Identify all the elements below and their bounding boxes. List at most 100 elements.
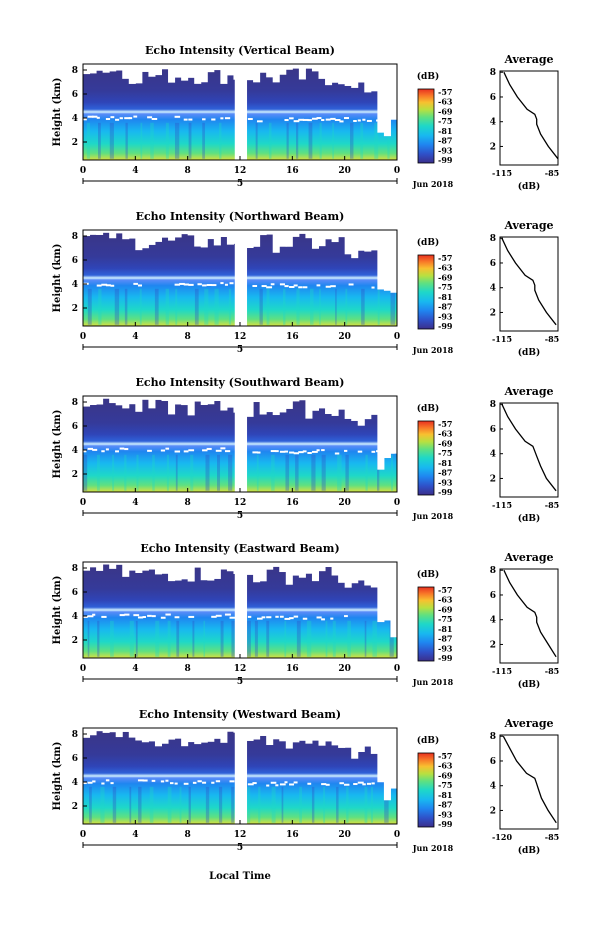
rain-streak [175, 454, 178, 491]
x-tick-label: 20 [338, 498, 351, 508]
colorbar-tick-label: -87 [438, 136, 452, 146]
x-tick-label: 16 [286, 830, 299, 840]
no-data-block [253, 562, 261, 583]
no-data-block [187, 230, 195, 236]
colorbar-tick-label: -69 [438, 106, 453, 116]
no-data-block [187, 728, 195, 743]
date-label: Jun 2018 [412, 843, 454, 853]
bright-band-segment [366, 119, 372, 122]
bright-band-segment [174, 115, 181, 118]
no-data-block [338, 64, 346, 85]
rain-streak [271, 786, 276, 823]
bright-band [83, 779, 394, 787]
colorbar-tick-label: -69 [438, 272, 453, 282]
y-tick-label: 6 [72, 588, 78, 598]
no-data-block [246, 728, 254, 741]
avg-x-tick-label: -120 [492, 832, 512, 842]
avg-y-tick-label: 4 [490, 284, 496, 294]
bright-band-segment [197, 780, 202, 783]
rain-streak [372, 620, 377, 657]
bright-band-segment [110, 284, 115, 287]
bright-band-segment [183, 118, 188, 121]
colorbar-tick-label: -81 [438, 790, 452, 800]
no-data-block [187, 64, 195, 78]
no-data-block [148, 64, 156, 77]
average-frame [499, 402, 559, 498]
no-data-block [174, 396, 182, 405]
avg-x-label: (dB) [518, 347, 540, 358]
bright-band-segment [105, 448, 109, 451]
no-data-block [213, 562, 221, 579]
colorbar [417, 752, 435, 828]
rain-streak [174, 122, 180, 159]
missing-data [83, 728, 398, 824]
no-data-block [285, 230, 293, 247]
bright-band-segment [165, 779, 169, 782]
data-gap [234, 230, 242, 326]
bright-band-segment [220, 447, 226, 450]
no-data-block [168, 64, 176, 83]
bright-band-segment [330, 117, 336, 120]
no-data-block [331, 230, 339, 243]
day-label: 5 [237, 511, 243, 521]
rain-streak [391, 454, 393, 491]
y-tick-label: 8 [72, 730, 78, 740]
bright-band-segment [357, 450, 363, 453]
no-data-block [325, 728, 333, 742]
bright-band-segment [224, 117, 231, 120]
no-data-block [181, 230, 189, 235]
y-axis-label: Height (km) [52, 742, 63, 811]
no-data-block [148, 562, 156, 570]
rain-streak [86, 122, 91, 159]
bright-band-segment [142, 779, 148, 782]
no-data-block [174, 728, 182, 739]
x-tick-label: 0 [394, 332, 400, 342]
average-frame [499, 568, 559, 664]
x-tick-label: 16 [286, 664, 299, 674]
rain-streak [136, 454, 139, 491]
rain-streak [325, 620, 328, 657]
bright-band-segment [362, 783, 366, 786]
colorbar-tick-label: -81 [438, 624, 452, 634]
no-data-block [226, 230, 234, 245]
rain-streak [311, 454, 316, 491]
bright-band-segment [316, 616, 322, 619]
no-data-block [109, 230, 117, 239]
bright-band-segment [128, 117, 133, 120]
rain-streak [306, 620, 312, 657]
no-data-block [292, 64, 300, 69]
colorbar-tick-label: -87 [438, 302, 452, 312]
no-data-block [305, 396, 313, 419]
average-title: Average [503, 219, 553, 232]
bright-band-segment [284, 119, 289, 122]
no-data-block [128, 396, 136, 405]
no-data-block [298, 396, 306, 401]
no-data-block [141, 562, 149, 571]
rain-streak [332, 620, 336, 657]
no-data-block [266, 396, 274, 413]
data-gap [234, 64, 242, 160]
rain-streak [296, 122, 299, 159]
no-data-block [135, 562, 143, 573]
avg-y-tick-label: 2 [490, 806, 496, 816]
bright-band-segment [215, 780, 221, 783]
no-data-block [226, 64, 234, 76]
bright-band-segment [298, 451, 304, 454]
no-data-block [259, 728, 267, 736]
rain-streak [129, 786, 132, 823]
colorbar-tick-label: -75 [438, 448, 452, 458]
bright-band-segment [307, 119, 312, 122]
colorbar-tick-label: -87 [438, 800, 452, 810]
panel-title: Echo Intensity (Westward Beam) [139, 708, 341, 721]
avg-x-tick-label: -85 [545, 500, 559, 510]
no-data-block [220, 396, 228, 411]
no-data-block [292, 230, 300, 237]
rain-streak [138, 786, 142, 823]
avg-x-label: (dB) [518, 181, 540, 192]
bright-band-segment [105, 779, 110, 782]
colorbar-tick-label: -99 [438, 653, 453, 663]
x-tick-label: 0 [394, 664, 400, 674]
bright-band-segment [151, 779, 156, 782]
no-data-block [285, 562, 293, 585]
no-data-block [325, 562, 333, 568]
